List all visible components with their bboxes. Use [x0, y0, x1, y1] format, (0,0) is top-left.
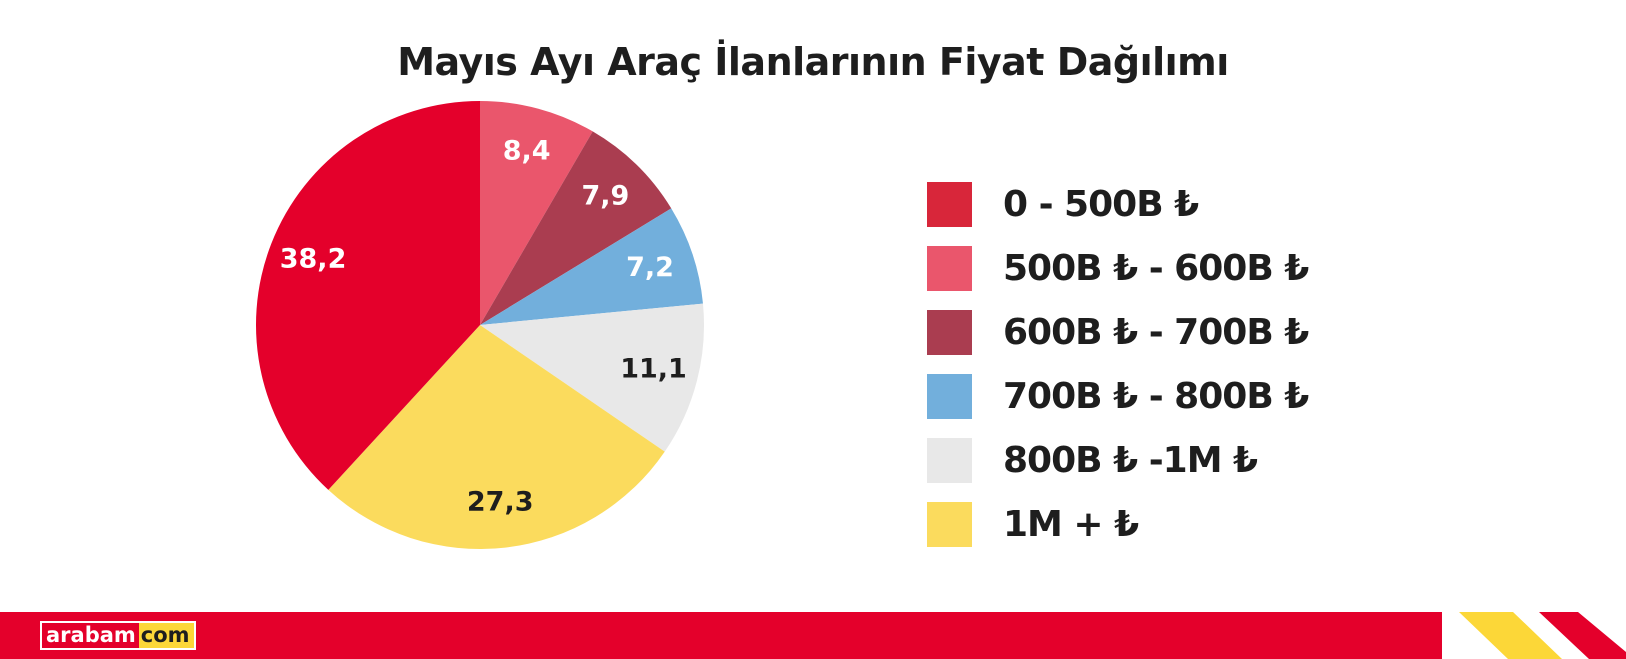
pie-value-label: 7,2: [626, 252, 674, 283]
pie-slice: [480, 131, 672, 325]
footer-red-band: [0, 612, 1442, 659]
pie-slice: [480, 101, 593, 325]
legend-swatch: [927, 438, 972, 483]
footer-stripe-yellow: [1459, 612, 1562, 659]
footer-stripe-red: [1539, 612, 1626, 659]
legend-swatch: [927, 502, 972, 547]
legend-swatch: [927, 246, 972, 291]
legend-label: 600B ₺ - 700B ₺: [1003, 312, 1309, 353]
legend-swatch: [927, 310, 972, 355]
pie-value-label: 27,3: [467, 487, 534, 518]
legend-label: 700B ₺ - 800B ₺: [1003, 376, 1309, 417]
pie-slice: [328, 325, 665, 549]
pie-slice: [480, 208, 703, 325]
logo-text-left: arabam: [42, 623, 139, 648]
logo-text-right: com: [138, 623, 194, 648]
pie-value-label: 11,1: [620, 353, 687, 384]
legend-label: 0 - 500B ₺: [1003, 184, 1199, 225]
pie-chart: 8,4 7,9 7,2 11,1 27,3 38,2: [256, 101, 704, 549]
pie-value-label: 7,9: [581, 181, 629, 212]
legend-label: 1M + ₺: [1003, 504, 1139, 545]
arabam-logo: arabam com: [40, 621, 196, 650]
legend-swatch: [927, 182, 972, 227]
pie-slice: [480, 303, 704, 452]
legend-swatch: [927, 374, 972, 419]
chart-title: Mayıs Ayı Araç İlanlarının Fiyat Dağılım…: [397, 40, 1229, 84]
footer-bar: [0, 612, 1626, 659]
pie-value-label: 38,2: [280, 243, 347, 274]
legend-label: 800B ₺ -1M ₺: [1003, 440, 1258, 481]
legend-label: 500B ₺ - 600B ₺: [1003, 248, 1309, 289]
pie-slice: [256, 101, 480, 490]
pie-value-label: 8,4: [503, 135, 551, 166]
